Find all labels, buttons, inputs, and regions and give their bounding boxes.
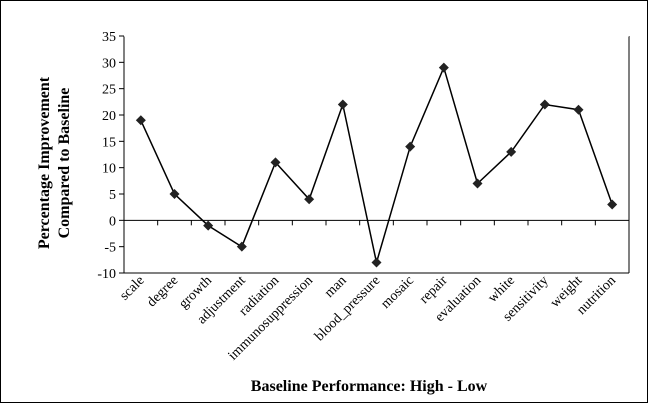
data-point-adjustment — [236, 241, 247, 252]
y-tick-label-5: 5 — [109, 188, 116, 203]
data-point-radiation — [270, 157, 281, 168]
x-tick-label-scale: scale — [117, 273, 147, 303]
y-tick-label-20: 20 — [102, 109, 116, 124]
data-point-evaluation — [472, 178, 483, 189]
y-tick-label-30: 30 — [102, 56, 116, 71]
x-tick-label-mosaic: mosaic — [378, 273, 417, 312]
y-axis-title: Percentage Improvement Compared to Basel… — [36, 76, 73, 249]
y-tick-label--10: -10 — [97, 267, 116, 282]
y-tick-label-25: 25 — [102, 83, 116, 98]
data-point-immunosuppression — [304, 194, 315, 205]
data-point-growth — [203, 220, 214, 231]
y-tick-label-35: 35 — [102, 30, 116, 45]
y-tick-label-0: 0 — [109, 214, 116, 229]
data-point-scale — [135, 115, 146, 126]
y-tick-label--5: -5 — [104, 241, 116, 256]
data-point-sensitivity — [539, 99, 550, 110]
data-point-blood_pressure — [371, 257, 382, 268]
data-point-repair — [438, 62, 449, 73]
y-axis-title-line-1: Percentage Improvement — [36, 76, 53, 249]
x-axis-title: Baseline Performance: High - Low — [251, 378, 488, 395]
data-point-degree — [169, 189, 180, 199]
data-point-white — [506, 146, 517, 157]
x-tick-label-degree: degree — [144, 273, 181, 310]
data-point-nutrition — [607, 199, 618, 210]
y-tick-label-15: 15 — [102, 135, 116, 150]
data-point-mosaic — [405, 141, 416, 152]
data-point-man — [337, 99, 348, 110]
series-line-0 — [140, 65, 613, 263]
y-axis-title-line-2: Compared to Baseline — [56, 88, 73, 239]
x-tick-label-man: man — [322, 273, 350, 301]
y-tick-label-10: 10 — [102, 162, 116, 177]
data-point-weight — [573, 104, 584, 115]
